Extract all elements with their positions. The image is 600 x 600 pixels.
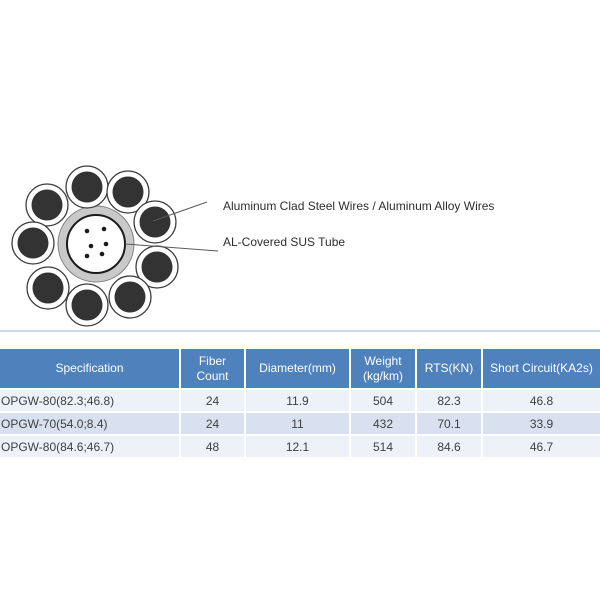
cell-diameter: 12.1 [246, 436, 349, 457]
cell-fiber-count: 24 [181, 390, 244, 411]
cell-diameter: 11 [246, 413, 349, 434]
col-header-specification: Specification [0, 349, 179, 388]
cell-short-circuit: 33.9 [483, 413, 600, 434]
wire-circle [135, 245, 179, 289]
cell-short-circuit: 46.8 [483, 390, 600, 411]
cell-weight: 504 [351, 390, 415, 411]
al-covered-sus-tube [57, 205, 135, 283]
col-header-rts: RTS(KN) [417, 349, 481, 388]
steel-wires [11, 165, 179, 327]
wire-circle [25, 183, 69, 227]
cell-spec: OPGW-80(82.3;46.8) [0, 390, 179, 411]
leader-line-wires [152, 201, 208, 222]
wire-circle [65, 283, 109, 327]
cell-spec: OPGW-80(84.6;46.7) [0, 436, 179, 457]
cell-short-circuit: 46.7 [483, 436, 600, 457]
cell-weight: 432 [351, 413, 415, 434]
cell-rts: 84.6 [417, 436, 481, 457]
col-header-weight: Weight (kg/km) [351, 349, 415, 388]
col-header-fiber-count: Fiber Count [181, 349, 244, 388]
cell-weight: 514 [351, 436, 415, 457]
col-header-short-circuit: Short Circuit(KA2s) [483, 349, 600, 388]
divider-line [0, 330, 600, 332]
leader-line-tube [124, 243, 219, 252]
cell-fiber-count: 24 [181, 413, 244, 434]
cell-diameter: 11.9 [246, 390, 349, 411]
wire-circle [65, 165, 109, 209]
wire-circle [108, 275, 152, 319]
col-header-diameter: Diameter(mm) [246, 349, 349, 388]
wire-circle [11, 221, 55, 265]
cell-fiber-count: 48 [181, 436, 244, 457]
cell-rts: 82.3 [417, 390, 481, 411]
wire-circle [133, 200, 177, 244]
fiber-dots [84, 226, 109, 259]
spec-table: Specification Fiber Count Diameter(mm) W… [0, 349, 600, 457]
wire-circle [26, 266, 70, 310]
label-al-covered-sus-tube: AL-Covered SUS Tube [223, 235, 346, 249]
cell-rts: 70.1 [417, 413, 481, 434]
wire-circle [106, 170, 150, 214]
label-aluminum-clad-wires: Aluminum Clad Steel Wires / Aluminum All… [223, 199, 495, 213]
cell-spec: OPGW-70(54.0;8.4) [0, 413, 179, 434]
